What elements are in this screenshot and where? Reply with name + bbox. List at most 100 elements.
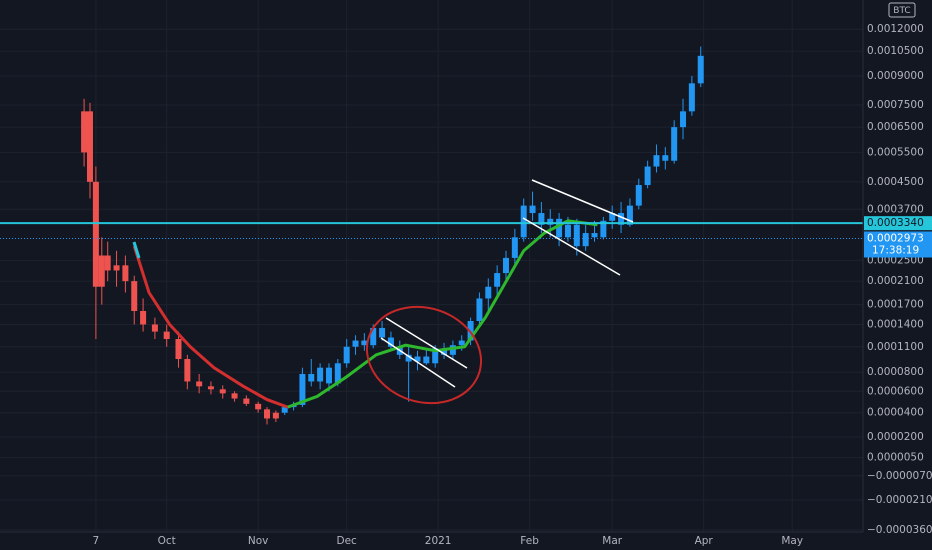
x-tick-label: Dec (337, 535, 358, 547)
candle-body (299, 373, 306, 405)
x-tick-label: 7 (93, 535, 100, 547)
plot (0, 46, 863, 425)
symbol-badge (888, 2, 916, 18)
candle-body (334, 363, 341, 384)
candle-body (317, 367, 324, 382)
candle-body (520, 205, 527, 238)
candle-body (458, 340, 465, 346)
candle-body (122, 265, 129, 282)
candle-body (184, 359, 191, 382)
candle-body (92, 181, 99, 287)
y-tick-label: 0.0003700 (867, 203, 924, 215)
candle-body (547, 218, 554, 225)
y-tick-label: 0.0010500 (867, 45, 924, 57)
x-tick-label: Oct (158, 535, 176, 547)
price-axis (863, 0, 932, 550)
candle-body (494, 273, 501, 287)
candle-body (511, 237, 518, 258)
last-price-label: 0.0002973 (867, 232, 924, 244)
axis-labels: 0.0012000 0.0010500 0.0009000 0.0007500 0.00… (93, 23, 932, 547)
candle-body (644, 166, 651, 186)
y-tick-label: 0.0009000 (867, 70, 924, 82)
candle-body (86, 111, 93, 182)
candle-body (680, 111, 687, 128)
marker-line (132, 241, 141, 259)
y-tick-label: 0.0001100 (867, 341, 924, 353)
y-tick-label: 0.0007500 (867, 99, 924, 111)
candle-body (370, 328, 377, 346)
candle-body (556, 218, 563, 238)
y-tick-label: −0.0000210 (867, 494, 932, 506)
candle-body (582, 233, 589, 247)
candle-body (379, 328, 386, 338)
y-tick-label: 0.0001700 (867, 299, 924, 311)
y-tick-label: 0.0000050 (867, 452, 924, 464)
y-tick-label: 0.0004500 (867, 176, 924, 188)
candle-body (441, 348, 448, 355)
channel-line (385, 317, 468, 369)
candle-body (343, 346, 350, 364)
candle-body (308, 373, 315, 382)
moving-average (287, 219, 598, 409)
x-tick-label: Nov (248, 535, 269, 547)
candle-body (671, 127, 678, 161)
candle-body (502, 257, 509, 274)
candle-body (529, 205, 536, 214)
candle-body (140, 311, 147, 325)
candle-body (573, 224, 580, 247)
y-tick-label: 0.0005500 (867, 146, 924, 158)
candle-body (352, 340, 359, 347)
candle-body (688, 83, 695, 112)
moving-average (132, 245, 289, 409)
symbol: BTC (893, 6, 910, 16)
candle-body (626, 205, 633, 225)
price-label: 0.0003340 (867, 217, 924, 229)
drawings (132, 179, 634, 405)
candle-body (196, 381, 203, 387)
y-tick-label: 0.0000200 (867, 431, 924, 443)
x-tick-label: Apr (695, 535, 714, 547)
countdown: 17:38:19 (872, 244, 919, 256)
candle-body (163, 331, 170, 340)
candle-body (414, 356, 421, 362)
candle-body (131, 281, 138, 312)
candle-body (432, 348, 439, 364)
candle-body (281, 407, 288, 413)
x-tick-label: May (781, 535, 803, 547)
candle-body (653, 155, 660, 167)
candle-body (264, 409, 271, 419)
y-tick-label: 0.0001400 (867, 318, 924, 330)
y-tick-label: 0.0000400 (867, 407, 924, 419)
candle-body (697, 55, 704, 84)
last-price-badge (864, 231, 932, 258)
candle-body (423, 356, 430, 364)
time-axis (0, 532, 932, 550)
y-tick-label: 0.0006500 (867, 121, 924, 133)
candle-body (387, 337, 394, 347)
candle-body (405, 354, 412, 362)
candle-body (564, 224, 571, 238)
y-tick-label: 0.0000800 (867, 366, 924, 378)
candle-body (113, 265, 120, 271)
candle-body (243, 398, 250, 404)
y-tick-label: −0.0000360 (867, 524, 932, 536)
y-tick-label: −0.0000070 (867, 470, 932, 482)
price-badge (864, 216, 932, 231)
candle-body (600, 220, 607, 238)
channel-line (522, 217, 621, 276)
candle-body (207, 386, 214, 390)
y-tick-label: 0.0012000 (867, 23, 924, 35)
candle-body (618, 213, 625, 225)
y-tick-label: 0.0002100 (867, 275, 924, 287)
candle-body (476, 298, 483, 322)
candle-body (104, 255, 111, 271)
candle-body (609, 213, 616, 221)
x-tick-label: Mar (602, 535, 622, 547)
channel-line (380, 337, 456, 388)
candle-body (81, 111, 88, 153)
candle-body (231, 393, 238, 399)
x-tick-label: 2021 (425, 535, 452, 547)
candle-body (325, 367, 332, 384)
